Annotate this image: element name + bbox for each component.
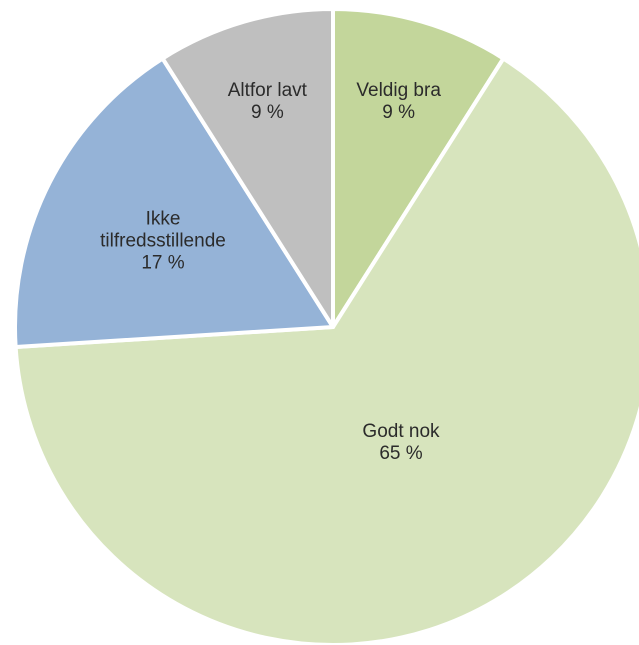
pie-slices (13, 7, 639, 645)
pie-slice-veldig-bra-value: 9 % (382, 102, 415, 123)
pie-slice-altfor-lavt-value: 9 % (251, 102, 284, 123)
pie-slice-ikke-tilfredsstillende (13, 56, 335, 349)
pie-slice-veldig-bra (331, 7, 506, 329)
pie-slice-altfor-lavt (160, 7, 335, 329)
pie-slice-godt-nok-name: Godt nok (362, 421, 440, 442)
pie-labels: Veldig bra 9 %Godt nok 65 %Ikke tilfredssti… (100, 80, 441, 464)
pie-slice-ikke-tilfredsstillende-value: 17 % (141, 252, 184, 273)
pie-slice-ikke-tilfredsstillende-name: Ikke (146, 208, 181, 229)
pie-slice-ikke-tilfredsstillende-label: Ikke tilfredsstillende 17 % (100, 208, 226, 273)
pie-slice-altfor-lavt-label: Altfor lavt 9 % (228, 80, 308, 123)
pie-slice-ikke-tilfredsstillende-name: tilfredsstillende (100, 230, 226, 251)
pie-slice-veldig-bra-name: Veldig bra (356, 80, 441, 101)
pie-slice-godt-nok-value: 65 % (379, 443, 422, 464)
pie-slice-altfor-lavt-name: Altfor lavt (228, 80, 308, 101)
pie-slice-godt-nok-label: Godt nok 65 % (362, 421, 440, 464)
pie-slice-godt-nok (13, 56, 639, 645)
pie-slice-veldig-bra-label: Veldig bra 9 % (356, 80, 441, 123)
